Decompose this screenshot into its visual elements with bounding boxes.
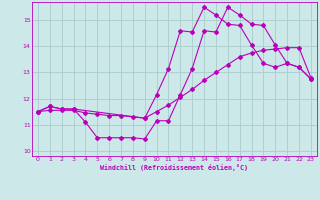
X-axis label: Windchill (Refroidissement éolien,°C): Windchill (Refroidissement éolien,°C) bbox=[100, 164, 248, 171]
